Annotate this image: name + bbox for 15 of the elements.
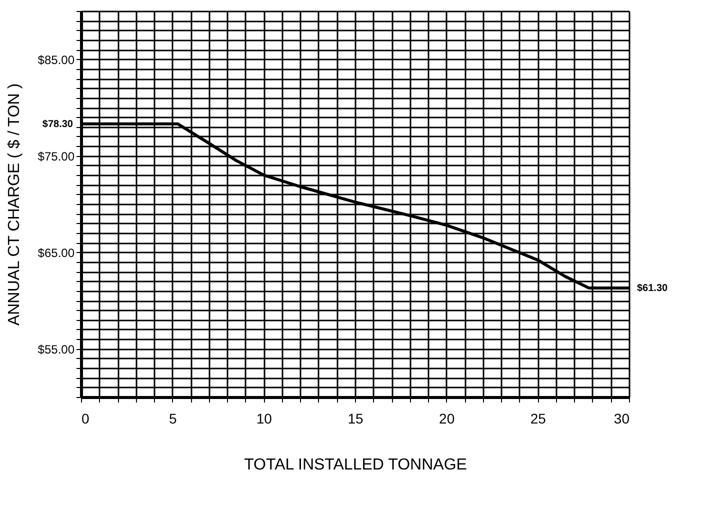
x-axis-title: TOTAL INSTALLED TONNAGE <box>244 456 467 474</box>
annotation: $61.30 <box>637 282 668 294</box>
x-tick-label: 25 <box>530 410 546 426</box>
x-tick-label: 0 <box>82 410 90 426</box>
y-axis-title: ANNUAL CT CHARGE ( $ / TON ) <box>6 83 23 326</box>
x-tick-label: 15 <box>348 410 364 426</box>
annotation: $78.30 <box>42 118 74 130</box>
y-tick-label: $65.00 <box>38 246 75 260</box>
x-tick-label: 30 <box>614 410 630 426</box>
x-tick-label: 10 <box>256 410 272 426</box>
x-tick-label: 5 <box>168 410 177 426</box>
y-tick-label: $55.00 <box>38 342 75 356</box>
y-tick-label: $85.00 <box>38 52 75 67</box>
x-tick-label: 20 <box>439 410 455 426</box>
y-tick-label: $75.00 <box>38 149 75 164</box>
